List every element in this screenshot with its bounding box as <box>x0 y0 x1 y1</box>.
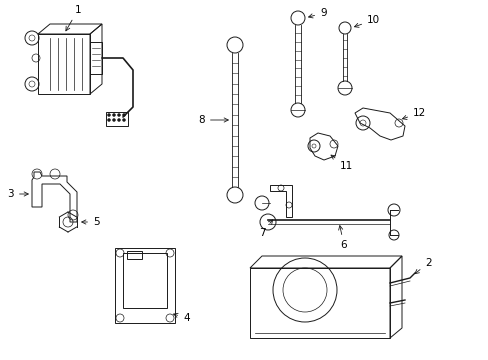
Text: 4: 4 <box>173 313 189 323</box>
Text: 11: 11 <box>330 155 352 171</box>
Text: 8: 8 <box>198 115 228 125</box>
Bar <box>115 248 175 323</box>
Circle shape <box>112 113 115 117</box>
Text: 1: 1 <box>66 5 81 31</box>
Text: 12: 12 <box>402 108 426 120</box>
Text: 9: 9 <box>308 8 326 18</box>
Circle shape <box>122 118 125 122</box>
Bar <box>90 42 102 74</box>
Text: 10: 10 <box>354 15 379 27</box>
Text: 6: 6 <box>338 226 346 250</box>
Circle shape <box>117 113 120 117</box>
Bar <box>106 112 128 126</box>
Circle shape <box>107 118 110 122</box>
Circle shape <box>107 113 110 117</box>
Text: 3: 3 <box>7 189 28 199</box>
Text: 7: 7 <box>258 220 272 238</box>
Circle shape <box>112 118 115 122</box>
Circle shape <box>122 113 125 117</box>
Bar <box>123 253 167 308</box>
Circle shape <box>117 118 120 122</box>
Text: 5: 5 <box>81 217 100 227</box>
Bar <box>127 251 142 259</box>
Text: 2: 2 <box>414 258 431 274</box>
